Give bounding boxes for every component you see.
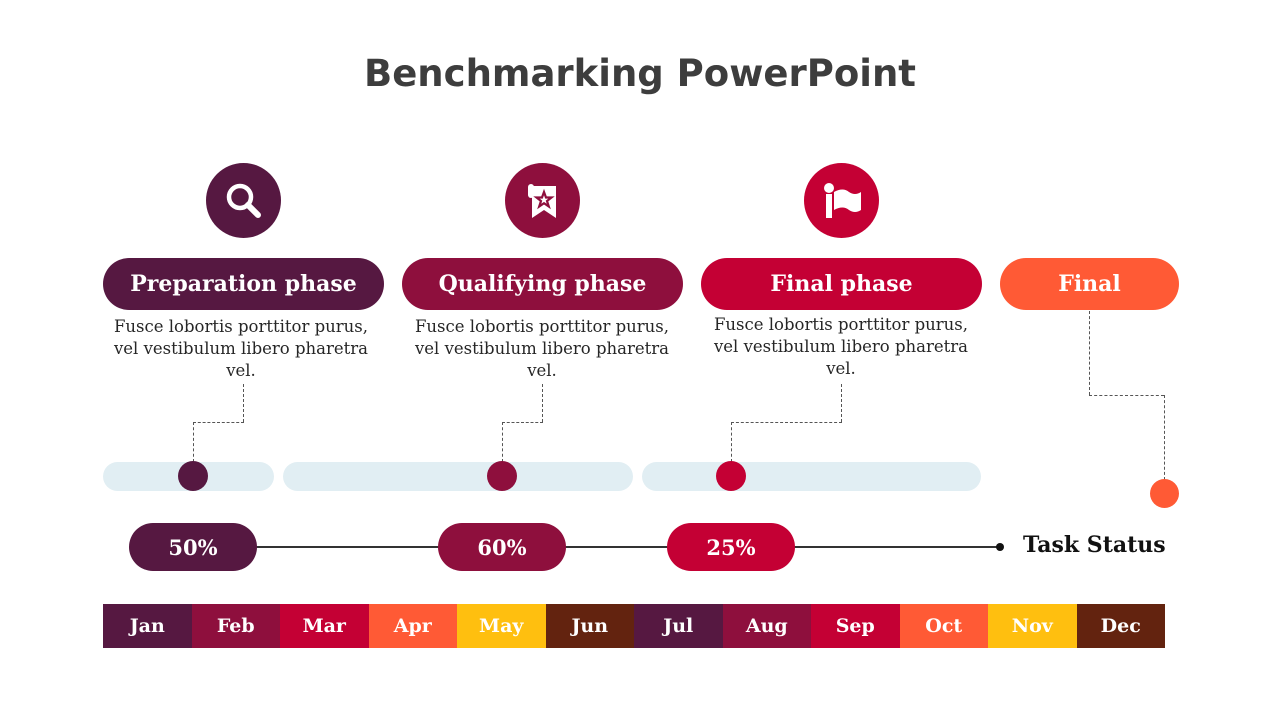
phase-icon-qualifying — [505, 163, 580, 238]
phase-pill-final: Final — [1000, 258, 1179, 310]
phase-pill-qualifying: Qualifying phase — [402, 258, 683, 310]
month-apr: Apr — [368, 604, 457, 648]
connector-line — [542, 384, 543, 422]
connector-line — [193, 422, 194, 462]
month-feb: Feb — [191, 604, 280, 648]
status-pill-qualifying: 60% — [438, 523, 566, 571]
flag-icon — [823, 182, 861, 218]
connector-line — [502, 422, 543, 423]
month-mar: Mar — [280, 604, 369, 648]
month-oct: Oct — [899, 604, 988, 648]
progress-marker-qualifying — [487, 461, 517, 491]
progress-marker-final — [716, 461, 746, 491]
phase-description-preparation: Fusce lobortis porttitor purus, vel vest… — [113, 317, 369, 380]
phase-icon-final — [804, 163, 879, 238]
month-dec: Dec — [1076, 604, 1165, 648]
phase-pill-preparation: Preparation phase — [103, 258, 384, 310]
status-line-end-dot — [996, 543, 1004, 551]
phase-description-final: Fusce lobortis porttitor purus, vel vest… — [713, 315, 969, 378]
connector-line — [1089, 395, 1164, 396]
final-marker — [1150, 479, 1179, 508]
month-may: May — [457, 604, 546, 648]
connector-line — [193, 422, 244, 423]
phase-description-qualifying: Fusce lobortis porttitor purus, vel vest… — [414, 317, 670, 380]
connector-line — [1089, 311, 1090, 395]
month-nov: Nov — [988, 604, 1077, 648]
month-jul: Jul — [634, 604, 723, 648]
progress-track-final — [642, 462, 981, 491]
progress-track-qualifying — [283, 462, 633, 491]
connector-line — [731, 422, 842, 423]
connector-line — [1164, 395, 1165, 480]
phase-pill-final-phase: Final phase — [701, 258, 982, 310]
progress-marker-preparation — [178, 461, 208, 491]
connector-line — [502, 422, 503, 462]
search-icon — [226, 183, 261, 218]
month-jan: Jan — [103, 604, 192, 648]
month-aug: Aug — [722, 604, 811, 648]
status-pill-final: 25% — [667, 523, 795, 571]
bookmark-star-icon — [527, 183, 556, 218]
page-title: Benchmarking PowerPoint — [364, 52, 916, 95]
phase-icon-preparation — [206, 163, 281, 238]
month-sep: Sep — [811, 604, 900, 648]
status-pill-preparation: 50% — [129, 523, 257, 571]
connector-line — [841, 384, 842, 422]
month-bar: Jan Feb Mar Apr May Jun Jul Aug Sep Oct … — [103, 604, 1165, 648]
task-status-label: Task Status — [1023, 532, 1166, 558]
month-jun: Jun — [545, 604, 634, 648]
status-line — [192, 546, 1000, 548]
connector-line — [243, 384, 244, 422]
connector-line — [731, 422, 732, 462]
